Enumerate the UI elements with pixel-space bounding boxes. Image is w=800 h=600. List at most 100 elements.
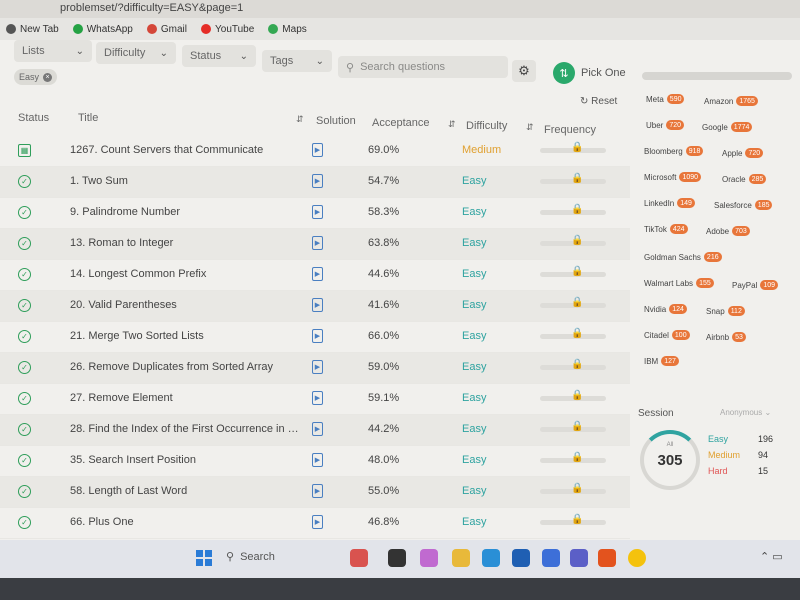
reset-button[interactable]: ↻ Reset — [580, 96, 617, 107]
taskbar-search[interactable]: ⚲ Search — [226, 550, 275, 564]
bookmark-whatsapp[interactable]: WhatsApp — [72, 24, 133, 35]
status-dropdown[interactable]: Status ⌄ — [182, 45, 256, 67]
bookmark-maps[interactable]: Maps — [268, 24, 307, 35]
company-tag[interactable]: Oracle 285 — [722, 174, 767, 184]
solution-icon[interactable]: ▶ — [312, 422, 323, 436]
table-row[interactable]: ✓ 58. Length of Last Word ▶ 55.0% Easy 🔒 — [0, 477, 630, 508]
teams-icon[interactable] — [570, 549, 588, 567]
sort-icon[interactable]: ⇵ — [296, 114, 304, 124]
app-icon[interactable] — [350, 549, 368, 567]
company-tag[interactable]: Bloomberg 918 — [644, 146, 704, 156]
solution-icon[interactable]: ▶ — [312, 329, 323, 343]
table-row[interactable]: ✓ 28. Find the Index of the First Occurre… — [0, 415, 630, 446]
header-status[interactable]: Status — [18, 112, 50, 124]
table-row[interactable]: ✓ 1. Two Sum ▶ 54.7% Easy 🔒 — [0, 167, 630, 198]
system-tray[interactable]: ⌃ ▭ — [760, 551, 783, 563]
company-tag[interactable]: Walmart Labs 155 — [644, 278, 714, 288]
lists-dropdown[interactable]: Lists ⌄ — [14, 40, 92, 62]
solution-icon[interactable]: ▶ — [312, 360, 323, 374]
company-tag[interactable]: Snap 112 — [706, 306, 745, 316]
company-tag[interactable]: Salesforce 185 — [714, 200, 773, 210]
company-tag[interactable]: Google 1774 — [702, 122, 753, 132]
company-tag[interactable]: Citadel 100 — [644, 330, 690, 340]
taskbar-search-label: Search — [240, 550, 275, 563]
table-row[interactable]: ▦ 1267. Count Servers that Communicate ▶ 69… — [0, 136, 630, 167]
company-tag[interactable]: LinkedIn 149 — [644, 198, 695, 208]
header-acceptance[interactable]: Acceptance — [372, 117, 430, 129]
bookmark-youtube[interactable]: YouTube — [201, 24, 254, 35]
solution-icon[interactable]: ▶ — [312, 484, 323, 498]
problem-title-link[interactable]: 1267. Count Servers that Communicate — [70, 144, 264, 156]
app-icon[interactable] — [512, 549, 530, 567]
table-row[interactable]: ✓ 20. Valid Parentheses ▶ 41.6% Easy 🔒 — [0, 291, 630, 322]
easy-filter-chip[interactable]: Easy × — [14, 69, 58, 85]
tags-dropdown[interactable]: Tags ⌄ — [262, 50, 332, 72]
close-icon[interactable]: × — [43, 72, 53, 82]
edge-icon[interactable] — [482, 549, 500, 567]
problem-title-link[interactable]: 21. Merge Two Sorted Lists — [70, 330, 204, 342]
solution-icon[interactable]: ▶ — [312, 391, 323, 405]
solution-icon[interactable]: ▶ — [312, 236, 323, 250]
header-title[interactable]: Title — [78, 112, 99, 124]
problem-title-link[interactable]: 35. Search Insert Position — [70, 454, 196, 466]
table-row[interactable]: ✓ 21. Merge Two Sorted Lists ▶ 66.0% Easy 🔒 — [0, 322, 630, 353]
table-row[interactable]: ✓ 66. Plus One ▶ 46.8% Easy 🔒 — [0, 508, 630, 539]
app-icon[interactable] — [542, 549, 560, 567]
brave-icon[interactable] — [598, 549, 616, 567]
sort-icon[interactable]: ⇵ — [526, 122, 534, 132]
company-tag[interactable]: Goldman Sachs 216 — [644, 252, 722, 262]
company-tag[interactable]: Airbnb 53 — [706, 332, 746, 342]
pick-one-button[interactable]: ⇅ Pick One — [553, 62, 626, 84]
company-search-bar[interactable] — [642, 72, 792, 80]
company-tag[interactable]: IBM 127 — [644, 356, 679, 366]
bookmark-new-tab[interactable]: New Tab — [6, 24, 59, 35]
table-row[interactable]: ✓ 35. Search Insert Position ▶ 48.0% Easy 🔒 — [0, 446, 630, 477]
problem-title-link[interactable]: 13. Roman to Integer — [70, 237, 174, 249]
file-explorer-icon[interactable] — [452, 549, 470, 567]
address-bar[interactable]: problemset/?difficulty=EASY&page=1 — [0, 0, 800, 18]
table-row[interactable]: ✓ 13. Roman to Integer ▶ 63.8% Easy 🔒 — [0, 229, 630, 260]
solution-icon[interactable]: ▶ — [312, 174, 323, 188]
table-row[interactable]: ✓ 27. Remove Element ▶ 59.1% Easy 🔒 — [0, 384, 630, 415]
solution-icon[interactable]: ▶ — [312, 515, 323, 529]
table-row[interactable]: ✓ 26. Remove Duplicates from Sorted Array… — [0, 353, 630, 384]
solution-icon[interactable]: ▶ — [312, 453, 323, 467]
search-input[interactable]: ⚲ Search questions — [338, 56, 508, 78]
company-tag[interactable]: Nvidia 124 — [644, 304, 687, 314]
session-user-select[interactable]: Anonymous ⌄ — [720, 408, 771, 417]
difficulty-dropdown[interactable]: Difficulty ⌄ — [96, 42, 176, 64]
header-difficulty[interactable]: Difficulty — [466, 120, 508, 132]
problem-title-link[interactable]: 28. Find the Index of the First Occurren… — [70, 423, 300, 435]
bookmark-gmail[interactable]: Gmail — [146, 24, 187, 35]
company-tag[interactable]: Meta 590 — [646, 94, 685, 104]
company-tag[interactable]: TikTok 424 — [644, 224, 688, 234]
company-tag[interactable]: Uber 720 — [646, 120, 685, 130]
solution-icon[interactable]: ▶ — [312, 267, 323, 281]
header-frequency[interactable]: Frequency — [544, 124, 596, 136]
settings-gear-button[interactable]: ⚙ — [512, 60, 536, 82]
problem-title-link[interactable]: 26. Remove Duplicates from Sorted Array — [70, 361, 273, 373]
problem-title-link[interactable]: 58. Length of Last Word — [70, 485, 188, 497]
problem-title-link[interactable]: 20. Valid Parentheses — [70, 299, 177, 311]
solution-icon[interactable]: ▶ — [312, 205, 323, 219]
company-tag[interactable]: PayPal 109 — [732, 280, 779, 290]
problem-title-link[interactable]: 9. Palindrome Number — [70, 206, 181, 218]
problem-title-link[interactable]: 1. Two Sum — [70, 175, 128, 187]
company-tag[interactable]: Microsoft 1090 — [644, 172, 702, 182]
solution-icon[interactable]: ▶ — [312, 298, 323, 312]
problem-title-link[interactable]: 14. Longest Common Prefix — [70, 268, 207, 280]
copilot-icon[interactable] — [420, 549, 438, 567]
header-solution[interactable]: Solution — [316, 115, 356, 127]
chrome-icon[interactable] — [628, 549, 646, 567]
windows-start-icon[interactable] — [196, 550, 212, 566]
company-tag[interactable]: Amazon 1765 — [704, 96, 758, 106]
sort-icon[interactable]: ⇵ — [448, 119, 456, 129]
solution-icon[interactable]: ▶ — [312, 143, 323, 157]
company-tag[interactable]: Adobe 703 — [706, 226, 750, 236]
app-icon[interactable] — [388, 549, 406, 567]
problem-title-link[interactable]: 66. Plus One — [70, 516, 134, 528]
problem-title-link[interactable]: 27. Remove Element — [70, 392, 173, 404]
table-row[interactable]: ✓ 14. Longest Common Prefix ▶ 44.6% Easy 🔒 — [0, 260, 630, 291]
company-tag[interactable]: Apple 720 — [722, 148, 764, 158]
table-row[interactable]: ✓ 9. Palindrome Number ▶ 58.3% Easy 🔒 — [0, 198, 630, 229]
